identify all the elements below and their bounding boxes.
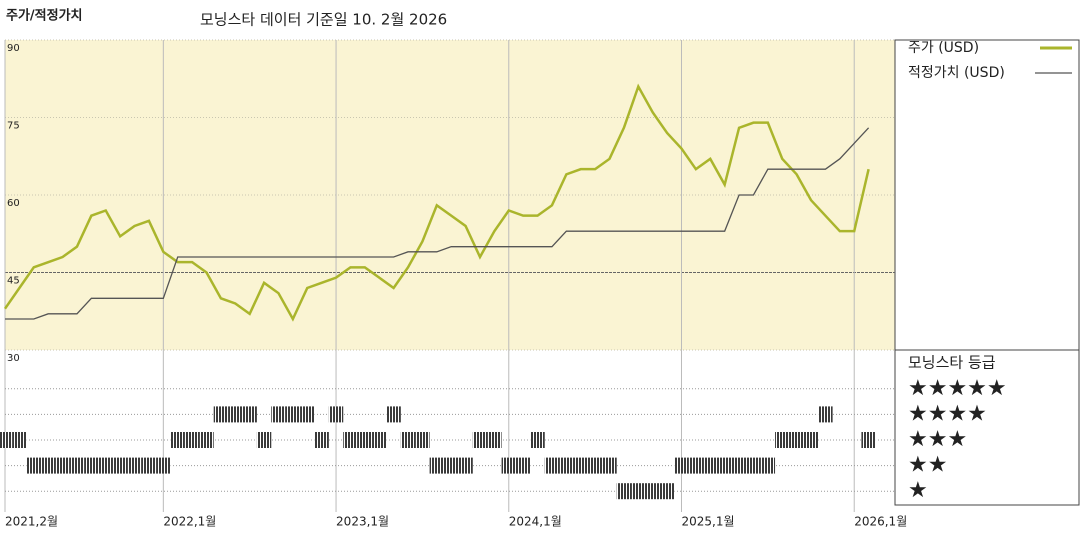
rating-label: ★★ bbox=[908, 453, 947, 478]
rating-label: ★ bbox=[908, 478, 928, 503]
rating-bar bbox=[40, 457, 56, 474]
rating-bar bbox=[717, 457, 732, 474]
rating-bar bbox=[343, 432, 358, 448]
x-tick-label: 2026,1월 bbox=[854, 515, 907, 529]
rating-bar bbox=[26, 457, 41, 474]
rating-label: ★★★★★ bbox=[908, 376, 1007, 401]
rating-bar bbox=[487, 432, 502, 448]
rating-bar bbox=[501, 457, 516, 474]
rating-bar bbox=[184, 432, 200, 448]
rating-bar bbox=[386, 406, 401, 423]
rating-bar bbox=[271, 406, 286, 423]
rating-bar bbox=[156, 457, 171, 474]
rating-bar bbox=[256, 432, 272, 448]
rating-bar bbox=[616, 483, 632, 500]
x-tick-label: 2025,1월 bbox=[681, 515, 734, 529]
rating-bar bbox=[55, 457, 70, 474]
rating-bar bbox=[141, 457, 157, 474]
rating-bar bbox=[84, 457, 99, 474]
x-tick-label: 2021,2월 bbox=[5, 515, 58, 529]
rating-bar bbox=[659, 483, 675, 500]
rating-bar bbox=[587, 457, 603, 474]
rating-bar bbox=[199, 432, 214, 448]
series-line bbox=[3, 83, 870, 322]
rating-bar bbox=[127, 457, 142, 474]
rating-bar bbox=[170, 432, 185, 448]
x-tick-label: 2024,1월 bbox=[509, 515, 562, 529]
rating-bar bbox=[458, 457, 473, 474]
y-tick-label: 45 bbox=[7, 276, 20, 287]
rating-bar bbox=[429, 457, 444, 474]
rating-bar bbox=[559, 457, 574, 474]
y-tick-label: 75 bbox=[7, 121, 20, 132]
rating-bar bbox=[242, 406, 257, 423]
x-tick-label: 2022,1월 bbox=[163, 515, 216, 529]
rating-bar bbox=[314, 432, 329, 448]
y-tick-label: 60 bbox=[7, 198, 20, 209]
rating-bar bbox=[12, 432, 27, 448]
x-tick-label: 2023,1월 bbox=[336, 515, 389, 529]
rating-bar bbox=[861, 432, 876, 448]
y-tick-label: 30 bbox=[7, 353, 20, 364]
rating-bar bbox=[357, 432, 373, 448]
rating-bar bbox=[213, 406, 229, 423]
rating-bar bbox=[688, 457, 704, 474]
rating-bar bbox=[731, 457, 747, 474]
rating-bar bbox=[789, 432, 804, 448]
rating-bar bbox=[515, 457, 531, 474]
legend-label: 주가 (USD) bbox=[908, 40, 979, 56]
rating-bar bbox=[69, 457, 85, 474]
series-line bbox=[5, 127, 870, 320]
rating-bar bbox=[573, 457, 588, 474]
rating-bar bbox=[645, 483, 660, 500]
rating-title: 모닝스타 등급 bbox=[908, 354, 996, 372]
rating-bar bbox=[775, 432, 790, 448]
rating-bar bbox=[0, 432, 13, 448]
rating-bar bbox=[112, 457, 128, 474]
rating-bar bbox=[530, 432, 545, 448]
rating-bar bbox=[415, 432, 430, 448]
rating-bar bbox=[631, 483, 646, 500]
rating-bar bbox=[98, 457, 113, 474]
chart-subtitle: 모닝스타 데이터 기준일 10. 2월 2026 bbox=[200, 11, 447, 29]
rating-bar bbox=[803, 432, 819, 448]
legend-label: 적정가치 (USD) bbox=[908, 65, 1005, 81]
rating-bar bbox=[760, 457, 776, 474]
rating-bar bbox=[674, 457, 689, 474]
rating-bar bbox=[746, 457, 761, 474]
rating-label: ★★★★ bbox=[908, 401, 987, 426]
rating-bar bbox=[472, 432, 488, 448]
rating-bar bbox=[285, 406, 301, 423]
rating-bar bbox=[818, 406, 833, 423]
rating-label: ★★★ bbox=[908, 427, 967, 452]
y-tick-label: 90 bbox=[7, 43, 20, 54]
chart-title: 주가/적정가치 bbox=[6, 8, 83, 24]
rating-bar bbox=[602, 457, 617, 474]
rating-bar bbox=[444, 457, 459, 474]
rating-bar bbox=[703, 457, 718, 474]
rating-bar bbox=[544, 457, 560, 474]
rating-bar bbox=[300, 406, 315, 423]
rating-bar bbox=[228, 406, 243, 423]
rating-bar bbox=[400, 432, 416, 448]
rating-bar bbox=[328, 406, 344, 423]
rating-bar bbox=[372, 432, 387, 448]
